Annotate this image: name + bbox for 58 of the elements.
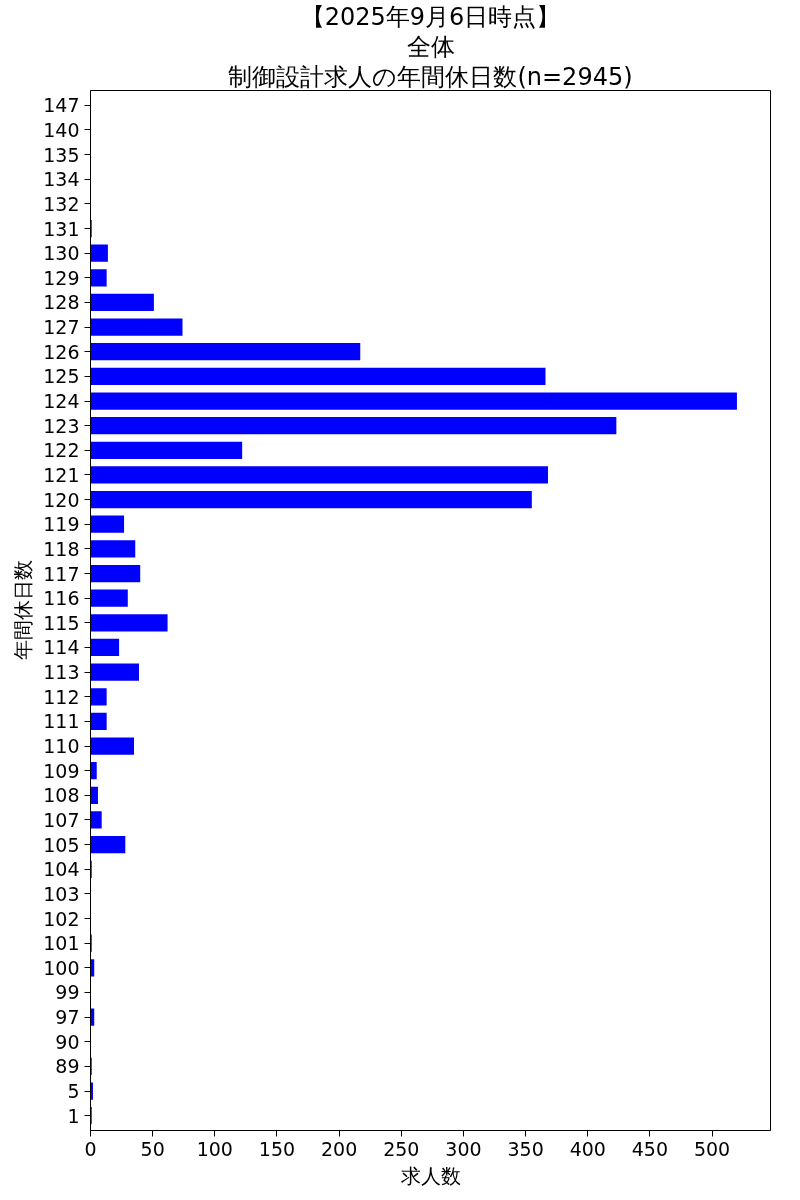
y-axis-title: 年間休日数 (11, 560, 36, 661)
y-tick-label: 125 (43, 365, 80, 388)
chart-title: 【2025年9月6日時点】 (300, 2, 561, 31)
x-tick-label: 0 (84, 1137, 97, 1160)
y-tick-label: 130 (43, 242, 80, 265)
y-tick-label: 120 (43, 488, 80, 511)
x-tick-label: 100 (196, 1137, 233, 1160)
chart-subtitle: 全体 (406, 32, 455, 61)
y-tick-label: 140 (43, 118, 80, 141)
y-tick-label: 119 (43, 513, 80, 536)
y-tick-label: 127 (43, 316, 80, 339)
y-tick-label: 122 (43, 439, 80, 462)
x-axis-title: 求人数 (400, 1163, 461, 1188)
y-tick-label: 147 (43, 94, 80, 117)
y-tick-label: 116 (43, 587, 80, 610)
x-tick-label: 300 (445, 1137, 482, 1160)
x-tick-label: 400 (569, 1137, 606, 1160)
y-tick-label: 105 (43, 833, 80, 856)
y-tick-label: 118 (43, 537, 80, 560)
y-tick-label: 103 (43, 882, 80, 905)
y-tick-label: 114 (43, 636, 80, 659)
x-tick-label: 450 (631, 1137, 669, 1160)
x-tick-label: 250 (383, 1137, 420, 1160)
y-tick-label: 134 (43, 168, 80, 191)
y-tick-label: 100 (43, 956, 80, 979)
y-tick-label: 115 (43, 611, 80, 634)
y-tick-label: 5 (67, 1080, 80, 1103)
y-tick-label: 135 (43, 143, 80, 166)
y-tick-label: 109 (43, 759, 80, 782)
y-tick-label: 107 (43, 808, 80, 831)
annotation: 制御設計求人の年間休日数(n=2945) (228, 62, 633, 91)
y-tick-label: 90 (55, 1030, 80, 1053)
x-tick-label: 200 (321, 1137, 358, 1160)
y-tick-label: 110 (43, 735, 80, 758)
y-tick-label: 129 (43, 266, 80, 289)
y-tick-label: 132 (43, 192, 80, 215)
y-tick-label: 117 (43, 562, 80, 585)
y-tick-label: 131 (43, 217, 80, 240)
y-tick-label: 89 (55, 1055, 80, 1078)
y-tick-label: 128 (43, 291, 80, 314)
y-tick-label: 126 (43, 340, 80, 363)
x-tick-label: 500 (693, 1137, 731, 1160)
y-tick-label: 99 (55, 981, 80, 1004)
y-tick-label: 101 (43, 932, 80, 955)
y-tick-label: 102 (43, 907, 80, 930)
y-tick-label: 1 (67, 1104, 80, 1127)
y-tick-label: 124 (43, 390, 80, 413)
y-tick-label: 108 (43, 784, 80, 807)
y-tick-label: 104 (43, 858, 80, 881)
y-tick-label: 123 (43, 414, 80, 437)
y-tick-label: 97 (55, 1006, 80, 1029)
x-tick-label: 350 (507, 1137, 544, 1160)
y-tick-label: 111 (43, 710, 80, 733)
y-tick-label: 112 (43, 685, 80, 708)
y-tick-label: 113 (43, 661, 80, 684)
y-tick-label: 121 (43, 463, 80, 486)
x-tick-label: 50 (140, 1137, 165, 1160)
x-tick-label: 150 (258, 1137, 296, 1160)
